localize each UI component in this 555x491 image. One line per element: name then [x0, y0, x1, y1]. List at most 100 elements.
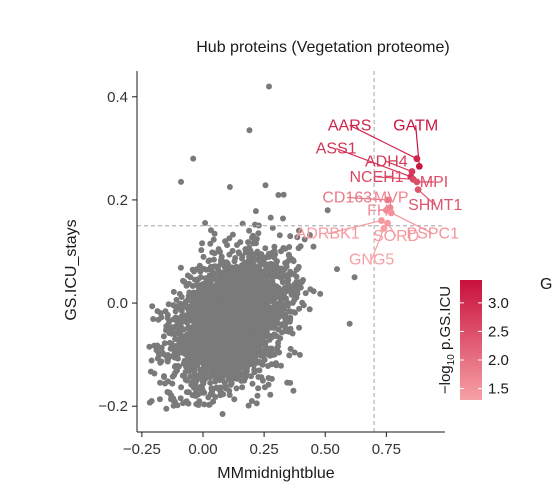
background-point	[194, 308, 200, 314]
background-point	[240, 309, 246, 315]
background-point	[229, 335, 235, 341]
background-point	[171, 289, 177, 295]
background-point	[188, 274, 194, 280]
y-tick-label: −0.2	[98, 398, 128, 415]
background-point	[262, 245, 268, 251]
background-point	[198, 353, 204, 359]
background-point	[201, 281, 207, 287]
background-point	[247, 340, 253, 346]
background-point	[243, 371, 249, 377]
background-point	[233, 323, 239, 329]
background-point	[235, 364, 241, 370]
background-point	[157, 380, 163, 386]
background-point	[234, 385, 240, 391]
background-point	[297, 352, 303, 358]
background-point	[238, 378, 244, 384]
background-point	[226, 388, 232, 394]
background-point	[199, 346, 205, 352]
background-point	[190, 328, 196, 334]
background-point	[178, 384, 184, 390]
background-point	[216, 273, 222, 279]
background-point	[236, 369, 242, 375]
background-point	[281, 192, 287, 198]
background-point	[211, 369, 217, 375]
background-point	[191, 338, 197, 344]
background-point	[225, 369, 231, 375]
background-point	[225, 279, 231, 285]
background-point	[226, 359, 232, 365]
background-point	[148, 369, 154, 375]
background-point	[256, 359, 262, 365]
background-point	[149, 358, 155, 364]
background-point	[239, 384, 245, 390]
background-point	[211, 237, 217, 243]
background-point	[275, 192, 281, 198]
background-point	[165, 389, 171, 395]
background-point	[181, 279, 187, 285]
background-point	[303, 290, 309, 296]
background-point	[250, 381, 256, 387]
background-point	[231, 396, 237, 402]
hub-label-mpi: MPI	[420, 174, 448, 191]
background-point	[190, 283, 196, 289]
background-point	[289, 286, 295, 292]
background-point	[218, 348, 224, 354]
background-point	[255, 393, 261, 399]
background-point	[269, 361, 275, 367]
hub-label-adh4: ADH4	[365, 153, 408, 170]
background-point	[211, 364, 217, 370]
background-point	[149, 398, 155, 404]
background-point	[232, 296, 238, 302]
background-point	[185, 306, 191, 312]
background-point	[245, 239, 251, 245]
background-point	[285, 276, 291, 282]
background-point	[207, 266, 213, 272]
background-point	[286, 352, 292, 358]
background-point	[262, 384, 268, 390]
hub-label-fh: FH	[367, 202, 388, 219]
hub-point-pspc1	[388, 209, 395, 216]
background-point	[165, 359, 171, 365]
background-point	[264, 285, 270, 291]
background-point	[151, 343, 157, 349]
background-point	[196, 402, 202, 408]
background-point	[347, 321, 353, 327]
y-tick-label: 0.4	[107, 89, 128, 106]
background-point	[242, 270, 248, 276]
background-point	[150, 316, 156, 322]
background-point	[163, 308, 169, 314]
background-point	[217, 332, 223, 338]
background-point	[284, 380, 290, 386]
background-point	[195, 324, 201, 330]
background-point	[217, 387, 223, 393]
background-point	[185, 312, 191, 318]
colorbar-title-sub: 10	[446, 354, 457, 366]
background-point	[211, 285, 217, 291]
cut-off-label: G	[540, 276, 552, 294]
background-point	[220, 341, 226, 347]
background-point	[256, 317, 262, 323]
background-point	[294, 291, 300, 297]
background-point	[268, 215, 274, 221]
x-tick-label: −0.25	[123, 441, 161, 458]
background-point	[290, 388, 296, 394]
hub-label-shmt1: SHMT1	[408, 197, 462, 214]
y-axis-label: GS.ICU_stays	[63, 219, 80, 320]
background-point	[209, 249, 215, 255]
hub-point-gatm	[416, 163, 423, 170]
background-point	[178, 265, 184, 271]
background-point	[275, 305, 281, 311]
background-point	[209, 313, 215, 319]
background-point	[191, 365, 197, 371]
background-point	[263, 182, 269, 188]
background-point	[232, 350, 238, 356]
background-point	[178, 179, 184, 185]
background-point	[169, 341, 175, 347]
background-point	[163, 406, 169, 412]
background-point	[296, 245, 302, 251]
background-point	[201, 401, 207, 407]
background-point	[288, 346, 294, 352]
background-point	[234, 307, 240, 313]
hub-label-gatm: GATM	[393, 117, 438, 134]
background-point	[290, 331, 296, 337]
